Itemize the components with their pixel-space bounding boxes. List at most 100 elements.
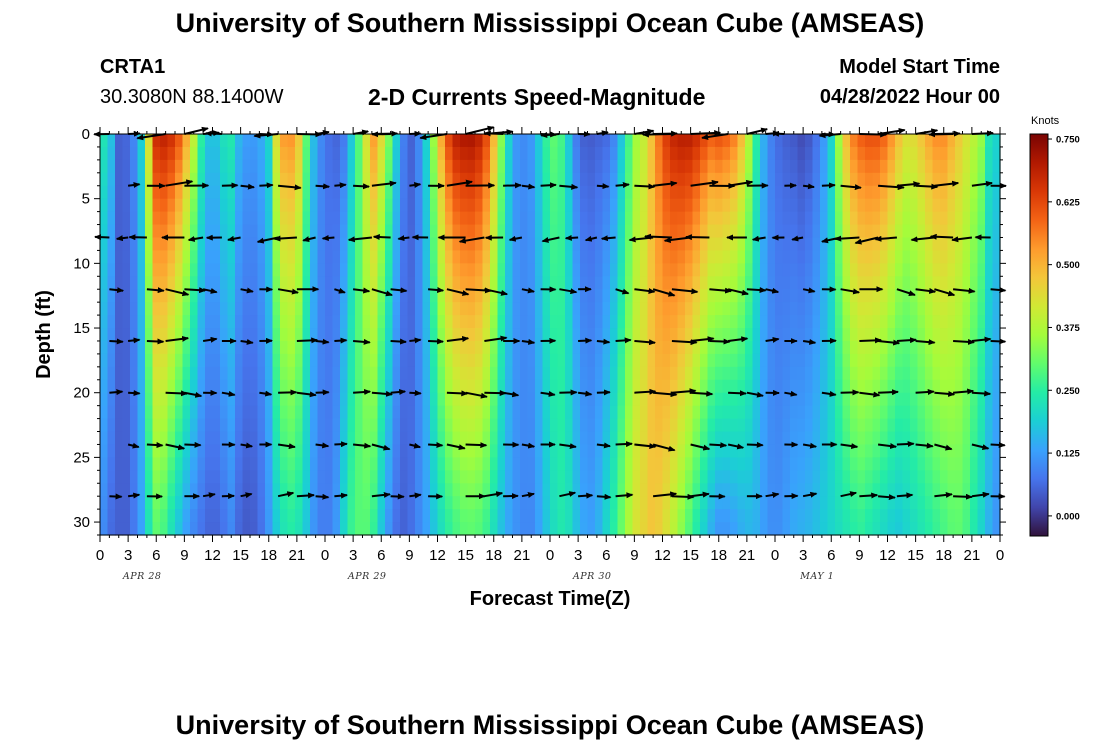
heat-cell (925, 315, 934, 329)
heat-cell (542, 444, 551, 458)
heat-cell (797, 250, 806, 264)
current-arrow (352, 287, 371, 294)
heat-cell (137, 496, 146, 510)
y-tick-label: 10 (73, 255, 90, 272)
heat-cell (647, 509, 656, 523)
heat-cell (737, 392, 746, 407)
heat-cell (362, 224, 371, 239)
heat-cell (107, 198, 116, 213)
heat-cell (100, 444, 109, 458)
heat-cell (557, 263, 566, 277)
heat-cell (940, 250, 949, 264)
heat-cell (580, 483, 589, 497)
heat-cell (235, 496, 244, 510)
heat-cell (602, 509, 611, 523)
heat-cell (392, 431, 401, 446)
heat-cell (812, 509, 821, 523)
heat-cell (797, 418, 806, 433)
current-arrow (315, 389, 330, 396)
heat-cell (730, 366, 739, 381)
heat-cell (407, 263, 416, 277)
heat-cell (272, 496, 281, 510)
heat-cell (505, 159, 514, 174)
heat-cell (122, 340, 131, 355)
heat-cell (325, 159, 334, 174)
heat-cell (850, 431, 859, 446)
heat-cell (827, 431, 836, 446)
heat-cell (445, 224, 454, 239)
heat-cell (655, 470, 664, 484)
heat-cell (835, 509, 844, 523)
heat-cell (550, 185, 559, 200)
current-arrow (859, 391, 881, 398)
heat-cell (895, 134, 904, 148)
heat-cell (947, 172, 956, 187)
heat-cell (662, 276, 671, 290)
heat-cell (415, 496, 424, 510)
heat-cell (280, 146, 289, 161)
heat-cell (895, 444, 904, 458)
heat-cell (370, 224, 379, 239)
heat-cell (475, 263, 484, 277)
heat-cell (632, 509, 641, 523)
heat-cell (872, 392, 881, 407)
heat-cell (842, 509, 851, 523)
heat-cell (490, 457, 499, 471)
heat-cell (850, 302, 859, 316)
heat-cell (422, 315, 431, 329)
heat-cell (662, 405, 671, 420)
heat-cell (752, 250, 761, 264)
heat-cell (910, 470, 919, 484)
heat-cell (610, 366, 619, 381)
heat-cell (850, 444, 859, 458)
heat-cell (250, 276, 259, 290)
heat-cell (932, 405, 941, 420)
heat-cell (760, 198, 769, 213)
heat-cell (385, 444, 394, 458)
heat-cell (632, 405, 641, 420)
heat-cell (857, 289, 866, 303)
heat-cell (287, 418, 296, 433)
heat-cell (745, 366, 754, 381)
current-arrow (446, 443, 466, 451)
heat-cell (385, 134, 394, 148)
heat-cell (602, 470, 611, 484)
heat-cell (992, 353, 1001, 368)
current-arrow (953, 493, 973, 500)
heat-cell (475, 159, 484, 174)
heat-cell (130, 276, 139, 290)
x-tick-label: 12 (879, 547, 896, 564)
heat-cell (107, 444, 116, 458)
heat-cell (910, 353, 919, 368)
heat-cell (422, 134, 431, 148)
heat-cell (227, 172, 236, 187)
current-arrow (690, 390, 714, 397)
heat-cell (715, 276, 724, 290)
heat-cell (767, 250, 776, 264)
heat-cell (512, 172, 521, 187)
heat-cell (520, 379, 529, 394)
heat-cell (490, 392, 499, 407)
heat-cell (760, 276, 769, 290)
heat-cell (947, 483, 956, 497)
heat-cell (107, 483, 116, 497)
heat-cell (557, 483, 566, 497)
heat-cell (257, 289, 266, 303)
heat-cell (977, 250, 986, 264)
current-arrow (353, 183, 370, 190)
heat-cell (130, 328, 139, 342)
heat-cell (595, 392, 604, 407)
heat-cell (362, 444, 371, 458)
heat-cell (715, 457, 724, 471)
current-arrow (578, 492, 594, 499)
heat-cell (557, 392, 566, 407)
heat-cell (497, 405, 506, 420)
heat-cell (182, 509, 191, 523)
heat-cell (572, 211, 581, 226)
heat-cell (677, 289, 686, 303)
heat-cell (662, 198, 671, 213)
heat-cell (797, 392, 806, 407)
heat-cell (340, 418, 349, 433)
heat-cell (715, 134, 724, 148)
heat-cell (550, 172, 559, 187)
